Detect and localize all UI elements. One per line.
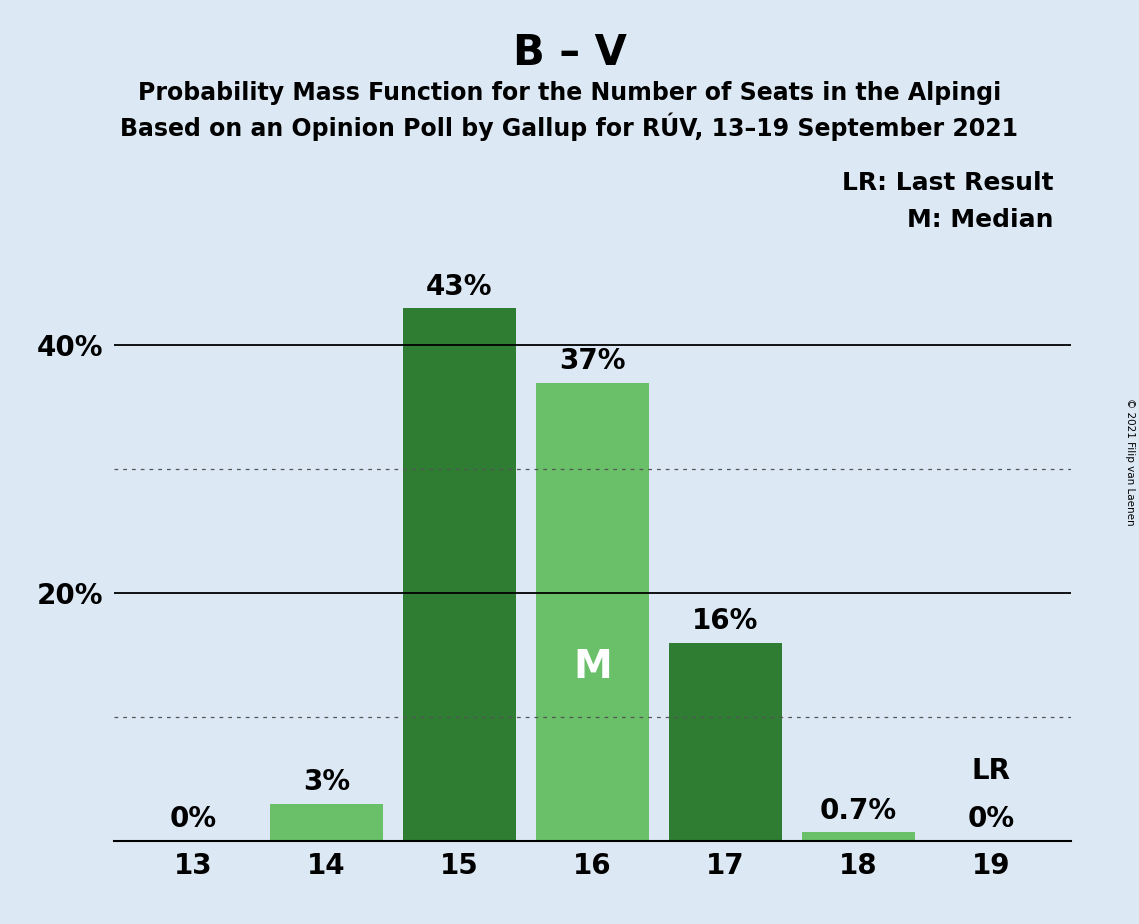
Bar <box>802 833 915 841</box>
Text: M: M <box>573 648 612 686</box>
Text: 16%: 16% <box>693 607 759 635</box>
Bar <box>535 383 649 841</box>
Text: © 2021 Filip van Laenen: © 2021 Filip van Laenen <box>1125 398 1134 526</box>
Bar <box>669 643 781 841</box>
Text: Based on an Opinion Poll by Gallup for RÚV, 13–19 September 2021: Based on an Opinion Poll by Gallup for R… <box>121 113 1018 141</box>
Text: 0.7%: 0.7% <box>819 796 896 825</box>
Text: LR: Last Result: LR: Last Result <box>842 171 1054 195</box>
Text: 37%: 37% <box>559 347 625 375</box>
Text: 43%: 43% <box>426 273 493 301</box>
Text: LR: LR <box>972 757 1010 785</box>
Text: 3%: 3% <box>303 768 350 796</box>
Text: 0%: 0% <box>967 806 1015 833</box>
Text: Probability Mass Function for the Number of Seats in the Alpingi: Probability Mass Function for the Number… <box>138 81 1001 105</box>
Text: B – V: B – V <box>513 32 626 74</box>
Bar <box>270 804 383 841</box>
Text: 0%: 0% <box>170 806 218 833</box>
Text: M: Median: M: Median <box>907 208 1054 232</box>
Bar <box>403 309 516 841</box>
